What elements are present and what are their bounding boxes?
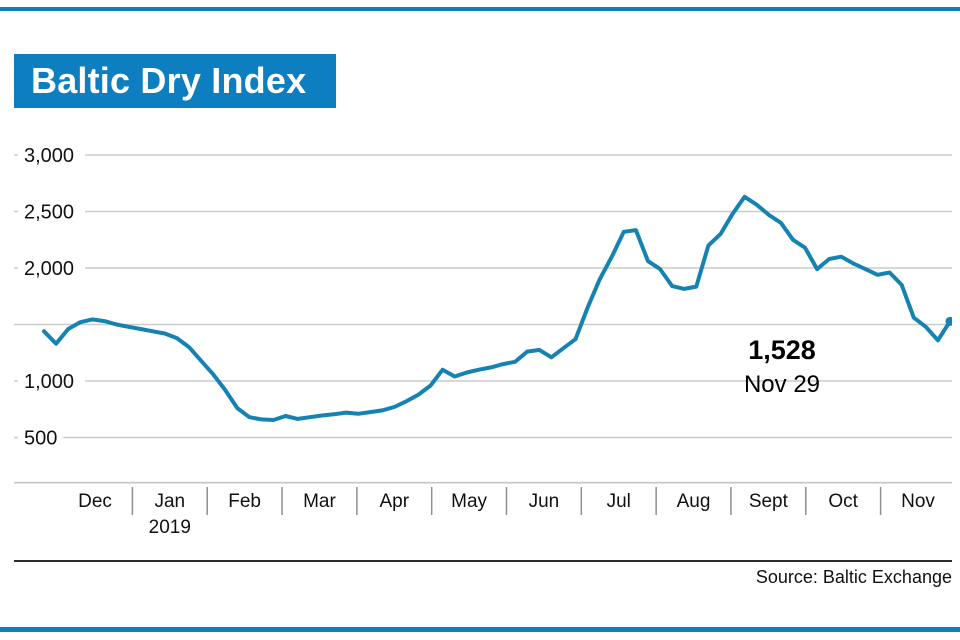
y-tick-label: 500 bbox=[24, 428, 57, 450]
x-tick-label: Aug bbox=[677, 491, 711, 512]
series-line bbox=[42, 194, 952, 422]
x-tick-label: Jan bbox=[154, 491, 185, 512]
x-tick-label: Oct bbox=[828, 491, 858, 512]
y-tick-label: 3,000 bbox=[24, 145, 74, 167]
year-label: 2019 bbox=[149, 517, 191, 538]
x-tick-label: Feb bbox=[228, 491, 261, 512]
y-tick-label-bg bbox=[18, 198, 85, 225]
source-divider bbox=[14, 560, 952, 562]
x-tick-label: Dec bbox=[78, 491, 112, 512]
annotation-date: Nov 29 bbox=[744, 371, 820, 398]
x-tick-label: Nov bbox=[901, 491, 935, 512]
y-tick-label-bg bbox=[18, 142, 85, 168]
source-credit: Source: Baltic Exchange bbox=[755, 567, 952, 587]
x-tick-label: Jun bbox=[529, 491, 560, 512]
x-tick-label: Sept bbox=[749, 491, 789, 512]
x-tick-label: Apr bbox=[379, 491, 409, 512]
x-tick-label: Jul bbox=[607, 491, 631, 512]
top-rule bbox=[0, 7, 960, 11]
y-tick-label-bg bbox=[18, 424, 63, 451]
y-tick-label-bg bbox=[18, 255, 85, 281]
y-tick-label-bg bbox=[18, 368, 85, 394]
chart-title: Baltic Dry Index bbox=[31, 60, 307, 101]
line-chart: 3,000 2,500 2,000 1,000 500 Dec Jan Feb Mar Apr Ma… bbox=[14, 142, 955, 538]
chart-title-bar: Baltic Dry Index bbox=[14, 54, 337, 108]
y-tick-label: 2,000 bbox=[24, 258, 74, 280]
x-tick-label: May bbox=[451, 491, 487, 512]
chart-area: 3,000 2,500 2,000 1,000 500 Dec Jan Feb Mar Apr Ma… bbox=[14, 127, 955, 539]
y-tick-label: 2,500 bbox=[24, 202, 74, 224]
bottom-rule bbox=[0, 627, 960, 632]
x-tick-label: Mar bbox=[303, 491, 336, 512]
annotation-value: 1,528 bbox=[748, 335, 816, 365]
y-tick-label: 1,000 bbox=[24, 371, 74, 393]
